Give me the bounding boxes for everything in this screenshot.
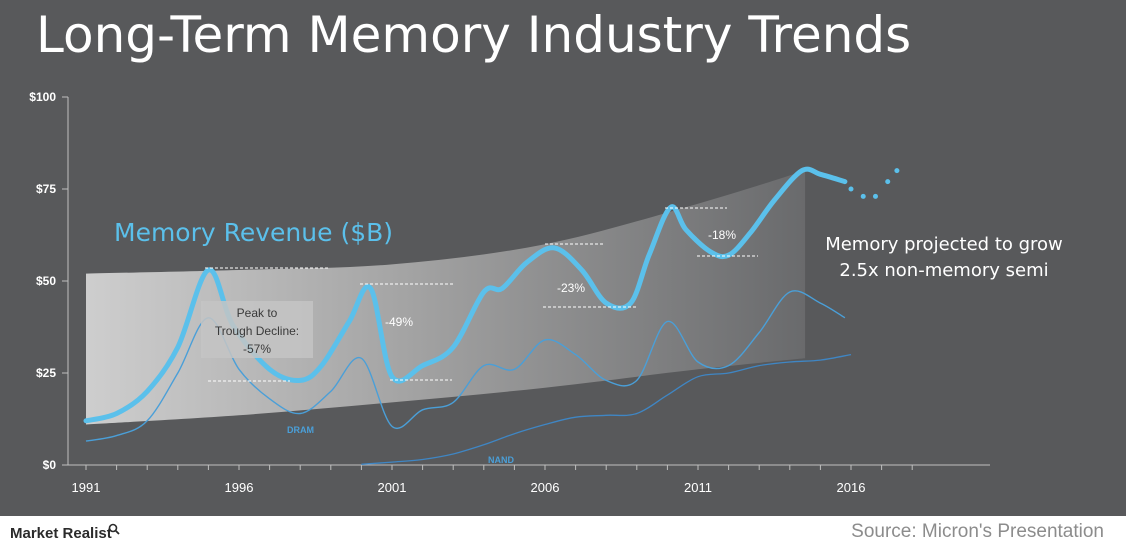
nand-label: NAND	[488, 455, 514, 465]
projection-dot	[848, 186, 854, 192]
x-tick-label: 2006	[531, 480, 560, 495]
projection-note: 2.5x non-memory semi	[839, 260, 1048, 281]
peak-to-trough-text: Trough Decline:	[215, 324, 299, 338]
projection-dot	[885, 179, 891, 185]
memory-revenue-label: Memory Revenue ($B)	[114, 218, 393, 247]
x-tick-label: 1991	[72, 480, 101, 495]
peak-to-trough-box	[201, 301, 313, 358]
peak-to-trough-text: -57%	[243, 342, 271, 356]
projection-dot	[872, 193, 878, 199]
decline-2008-label: -23%	[557, 281, 585, 295]
magnifier-icon	[108, 523, 120, 535]
y-tick-label: $100	[29, 90, 56, 104]
nand-line	[361, 353, 852, 465]
projection-dot	[860, 193, 866, 199]
x-tick-label: 2016	[837, 480, 866, 495]
y-tick-label: $25	[36, 366, 56, 380]
decline-2012-label: -18%	[708, 228, 736, 242]
x-tick-label: 2001	[378, 480, 407, 495]
projection-note: Memory projected to grow	[825, 234, 1063, 255]
x-tick-label: 1996	[225, 480, 254, 495]
source-note: Source: Micron's Presentation	[851, 521, 1104, 542]
dram-label: DRAM	[287, 425, 314, 435]
y-tick-label: $75	[36, 182, 56, 196]
projection-dot	[894, 168, 900, 174]
decline-2001-label: -49%	[385, 315, 413, 329]
y-tick-label: $50	[36, 274, 56, 288]
slide-title: Long-Term Memory Industry Trends	[36, 6, 912, 64]
x-tick-label: 2011	[684, 480, 712, 495]
growth-band	[86, 170, 806, 425]
footer: Market Realist Source: Micron's Presenta…	[0, 516, 1126, 551]
y-tick-label: $0	[43, 458, 57, 472]
brand-name: Market Realist	[10, 525, 112, 542]
peak-to-trough-text: Peak to	[237, 306, 278, 320]
